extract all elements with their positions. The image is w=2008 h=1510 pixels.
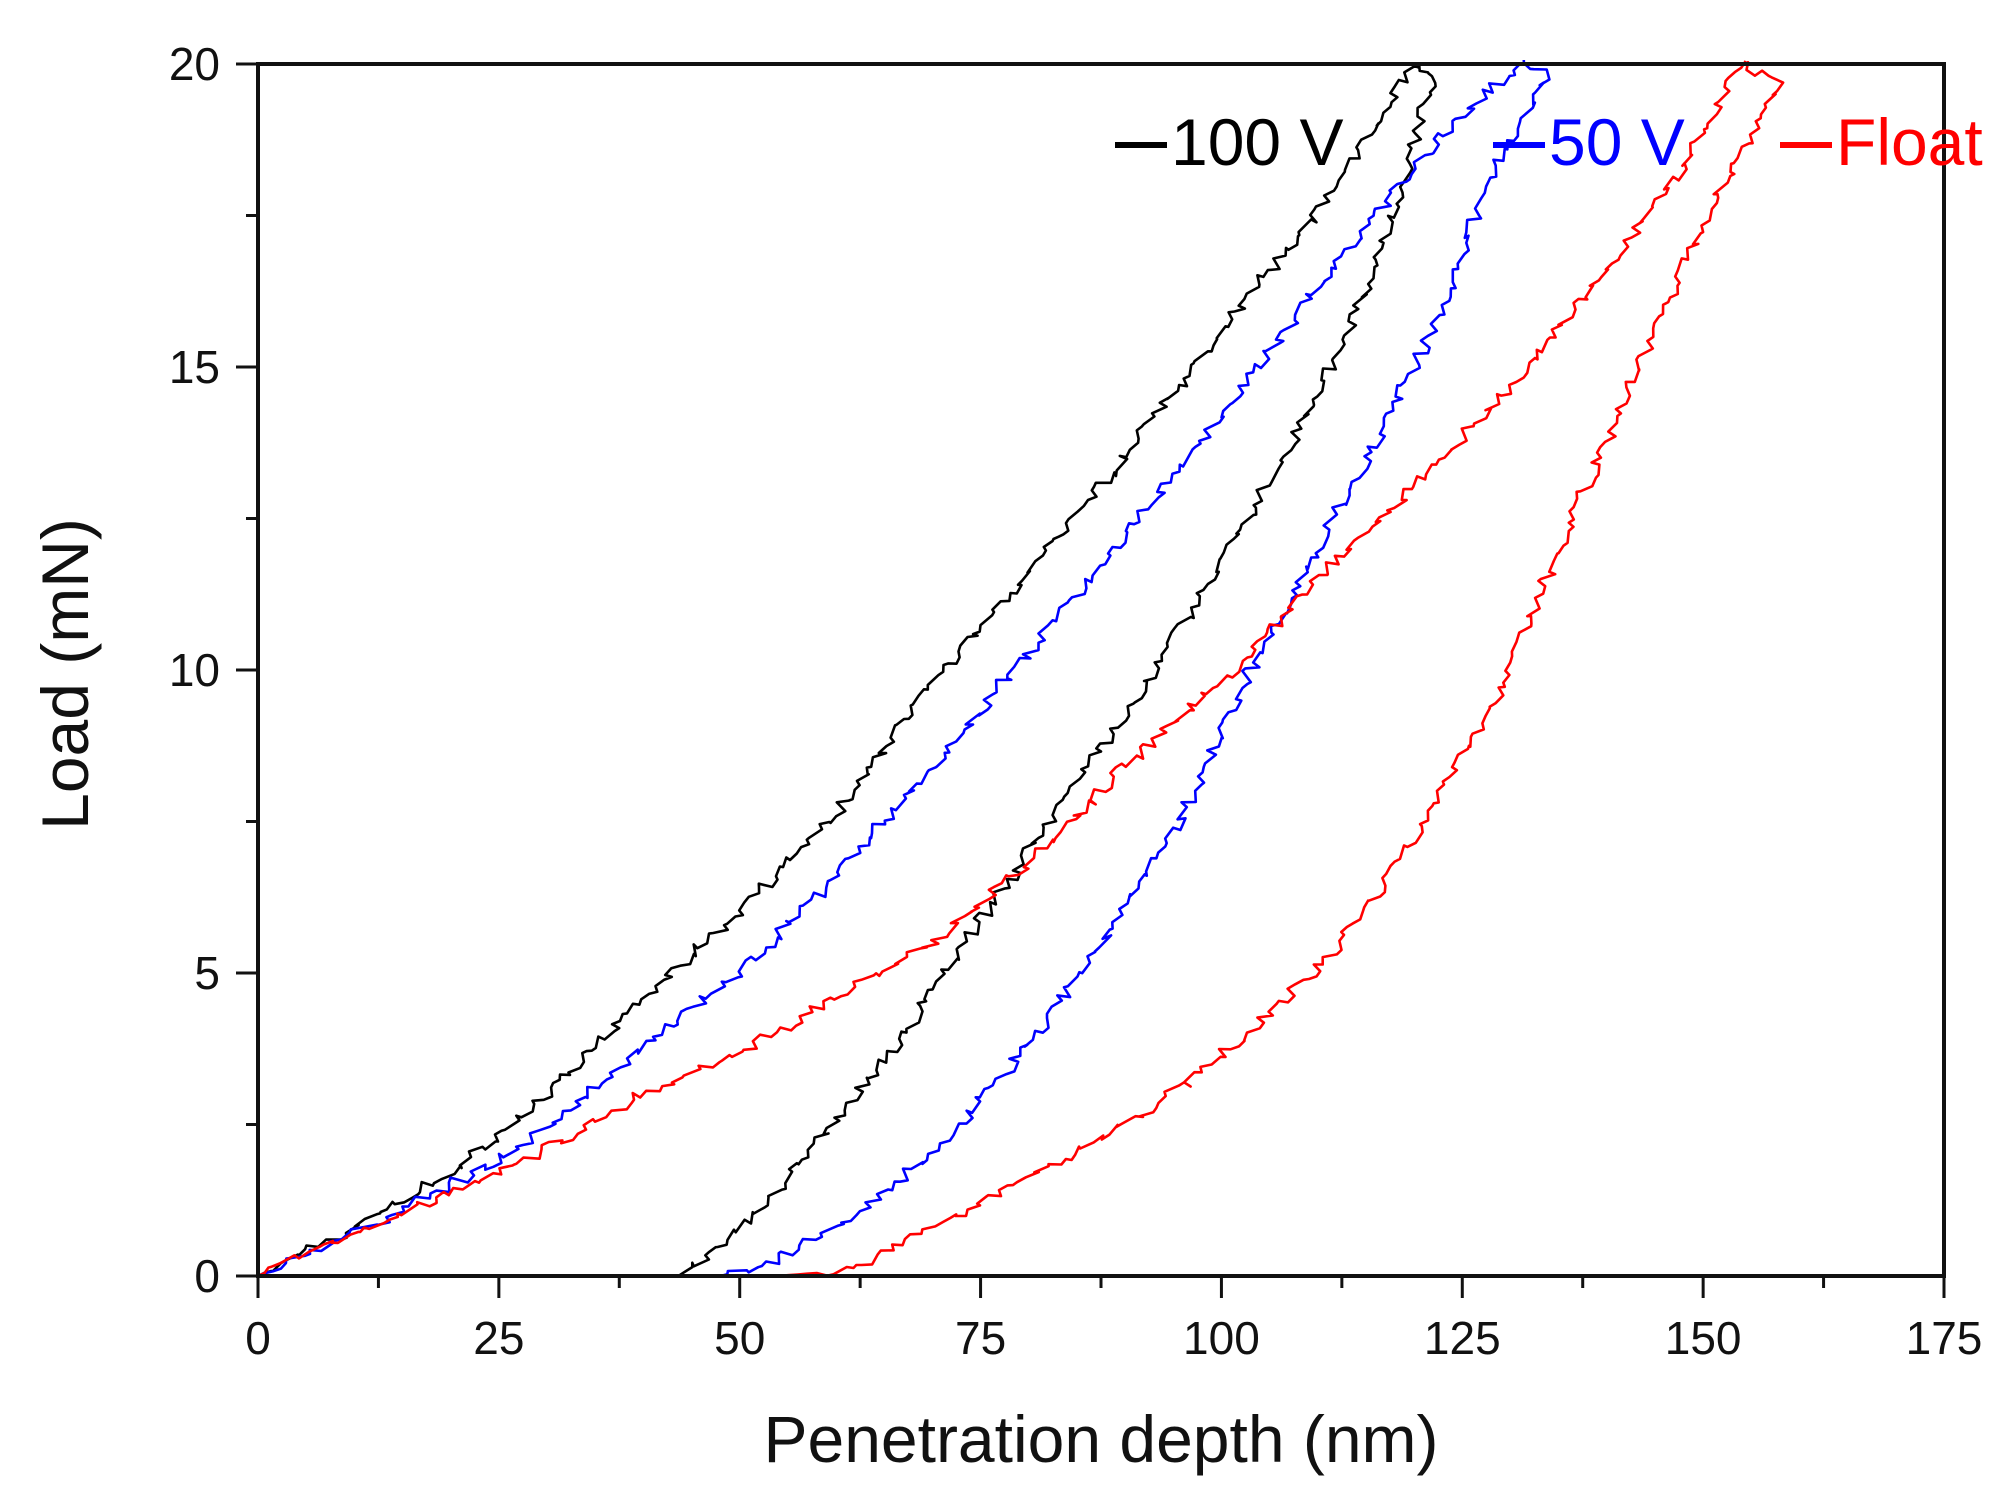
labels-layer: 0 25 50 75 100 125 150 175 0 5 10 15 20	[169, 38, 1983, 1364]
x-tick-label: 175	[1906, 1312, 1983, 1364]
y-axis-title: Load (mN)	[28, 518, 102, 830]
series-50-v	[257, 59, 1551, 1278]
series-float	[257, 60, 1785, 1278]
series-unloading-line	[633, 63, 1437, 1278]
y-tick-label: 10	[169, 644, 220, 696]
x-tick-label: 150	[1665, 1312, 1742, 1364]
y-tick-label: 15	[169, 341, 220, 393]
y-tick-label: 5	[194, 947, 220, 999]
x-tick-label: 75	[955, 1312, 1006, 1364]
legend-label: 100 V	[1171, 105, 1343, 179]
legend-label: 50 V	[1549, 105, 1685, 179]
series-loading-line	[257, 64, 1421, 1278]
x-tick-label: 25	[473, 1312, 524, 1364]
series-unloading-line	[720, 59, 1551, 1278]
x-tick-label: 125	[1424, 1312, 1501, 1364]
x-tick-label: 100	[1183, 1312, 1260, 1364]
series-100-v	[257, 63, 1437, 1278]
legend-label: Float	[1836, 105, 1983, 179]
x-tick-label: 0	[245, 1312, 271, 1364]
x-axis-title: Penetration depth (nm)	[763, 1402, 1438, 1476]
series-layer	[257, 59, 1785, 1278]
ticks-layer	[236, 62, 1946, 1298]
legend: 100 V 50 V Float	[1115, 105, 1983, 179]
y-tick-label: 0	[194, 1250, 220, 1302]
x-tick-label: 50	[714, 1312, 765, 1364]
series-loading-line	[257, 60, 1747, 1278]
series-unloading-line	[778, 61, 1785, 1278]
series-loading-line	[257, 62, 1522, 1278]
y-tick-label: 20	[169, 38, 220, 90]
